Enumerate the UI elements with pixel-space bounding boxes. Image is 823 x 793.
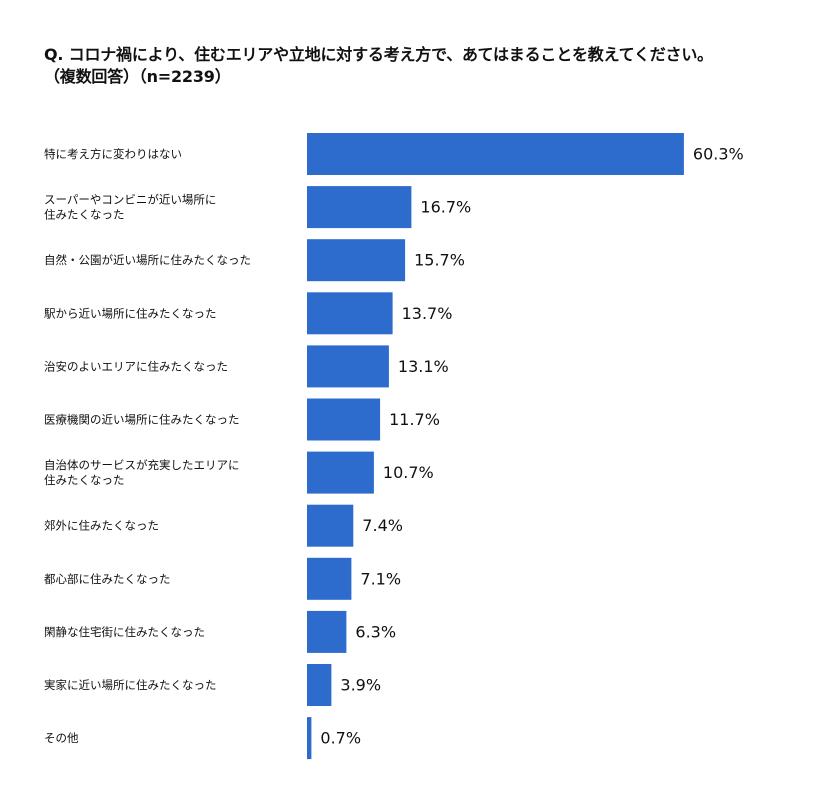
value-label: 13.1% <box>398 357 449 376</box>
chart-subtitle: （複数回答）（n=2239） <box>44 67 231 86</box>
bar <box>307 451 374 494</box>
value-label: 7.1% <box>360 569 401 588</box>
value-label: 16.7% <box>420 198 471 217</box>
category-label: 自治体のサービスが充実したエリアに住みたくなった <box>44 458 240 487</box>
bar <box>307 398 381 441</box>
bar <box>307 664 332 706</box>
value-label: 60.3% <box>693 145 744 164</box>
value-label: 10.7% <box>383 463 434 482</box>
category-label: 治安のよいエリアに住みたくなった <box>44 359 228 373</box>
chart-title-block: Q. コロナ禍により、住むエリアや立地に対する考え方で、あてはまることを教えてく… <box>44 44 814 88</box>
value-label: 15.7% <box>414 251 465 270</box>
value-label: 7.4% <box>362 516 403 535</box>
category-label: 閑静な住宅街に住みたくなった <box>44 625 205 639</box>
category-label: 特に考え方に変わりはない <box>44 147 182 161</box>
category-label: 郊外に住みたくなった <box>44 519 159 533</box>
value-label: 11.7% <box>389 410 440 429</box>
category-label: 駅から近い場所に住みたくなった <box>44 306 217 320</box>
value-label: 6.3% <box>355 622 396 641</box>
bar <box>307 186 412 229</box>
category-label: 医療機関の近い場所に住みたくなった <box>44 413 240 427</box>
bar <box>307 345 389 388</box>
bar <box>307 133 684 175</box>
bar <box>307 504 354 547</box>
value-label: 0.7% <box>320 729 361 748</box>
bar <box>307 239 406 282</box>
bar <box>307 292 393 335</box>
value-label: 3.9% <box>340 676 381 695</box>
category-label: その他 <box>44 731 79 745</box>
category-label: 実家に近い場所に住みたくなった <box>44 678 217 692</box>
bar <box>307 610 347 653</box>
value-label: 13.7% <box>402 304 453 323</box>
chart-title: Q. コロナ禍により、住むエリアや立地に対する考え方で、あてはまることを教えてく… <box>44 45 713 64</box>
category-label: 都心部に住みたくなった <box>44 572 171 586</box>
category-label: 自然・公園が近い場所に住みたくなった <box>44 253 251 267</box>
bar <box>307 717 312 760</box>
bar <box>307 557 352 600</box>
category-label: スーパーやコンビニが近い場所に住みたくなった <box>44 193 216 222</box>
